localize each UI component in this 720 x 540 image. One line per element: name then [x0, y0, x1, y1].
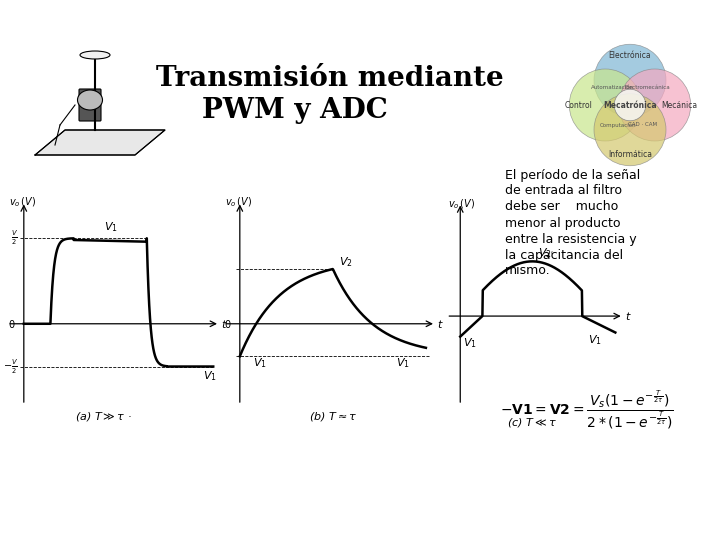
Text: $-\mathbf{V1} = \mathbf{V2} = \dfrac{V_s(1-e^{-\frac{T}{2\tau}})}{2*(1-e^{-\frac: $-\mathbf{V1} = \mathbf{V2} = \dfrac{V_s… — [500, 389, 674, 431]
Text: $V_1$: $V_1$ — [588, 333, 601, 347]
Text: Automatización: Automatización — [591, 85, 634, 90]
Text: $V_{2'}$: $V_{2'}$ — [538, 246, 554, 260]
Ellipse shape — [614, 89, 646, 121]
FancyBboxPatch shape — [79, 89, 101, 121]
Text: $V_2$: $V_2$ — [339, 255, 353, 268]
Text: $-\frac{V}{2}$: $-\frac{V}{2}$ — [4, 357, 19, 376]
Text: $0$: $0$ — [9, 318, 16, 330]
Text: mismo.: mismo. — [505, 265, 551, 278]
Text: debe ser    mucho: debe ser mucho — [505, 200, 618, 213]
Text: $V_1$: $V_1$ — [463, 336, 477, 350]
Ellipse shape — [570, 69, 642, 141]
Text: Control: Control — [564, 100, 592, 110]
Text: $v_o\,(V)$: $v_o\,(V)$ — [225, 195, 253, 209]
Text: $V_1$: $V_1$ — [396, 356, 410, 370]
Text: de entrada al filtro: de entrada al filtro — [505, 185, 622, 198]
Text: $V_1$: $V_1$ — [253, 356, 267, 370]
Text: Electromecánica: Electromecánica — [624, 85, 670, 90]
Text: Electrónica: Electrónica — [608, 51, 652, 60]
Text: CAD · CAM: CAD · CAM — [628, 122, 657, 127]
Text: Informática: Informática — [608, 150, 652, 159]
Ellipse shape — [594, 44, 666, 116]
Text: $\frac{V}{2}$: $\frac{V}{2}$ — [12, 229, 19, 247]
Text: $v_o\,(V)$: $v_o\,(V)$ — [9, 195, 37, 209]
Ellipse shape — [618, 69, 690, 141]
Text: menor al producto: menor al producto — [505, 217, 621, 230]
Polygon shape — [35, 130, 165, 155]
Text: PWM y ADC: PWM y ADC — [202, 97, 388, 124]
Text: $0$: $0$ — [225, 318, 232, 330]
Text: (a) $T \gg \tau$ ·: (a) $T \gg \tau$ · — [75, 410, 132, 423]
Text: Transmisión mediante: Transmisión mediante — [156, 64, 504, 91]
Text: $t$: $t$ — [437, 318, 444, 330]
Text: (c) $T \ll \tau$: (c) $T \ll \tau$ — [508, 416, 557, 429]
Text: $V_1$: $V_1$ — [203, 369, 217, 383]
Text: Mecánica: Mecánica — [662, 100, 698, 110]
Ellipse shape — [78, 90, 102, 110]
Text: $t$: $t$ — [625, 310, 631, 322]
Text: Computación: Computación — [599, 122, 636, 127]
Text: El período de la señal: El período de la señal — [505, 168, 640, 181]
Ellipse shape — [80, 51, 110, 59]
Text: $V_1$: $V_1$ — [104, 220, 117, 233]
Text: $t$: $t$ — [221, 318, 228, 330]
Text: Mecatrónica: Mecatrónica — [603, 100, 657, 110]
Ellipse shape — [594, 94, 666, 166]
Text: entre la resistencia y: entre la resistencia y — [505, 233, 636, 246]
Text: la capacitancia del: la capacitancia del — [505, 248, 623, 261]
Text: $v_o\,(V)$: $v_o\,(V)$ — [448, 197, 475, 211]
Text: (b) $T \approx \tau$: (b) $T \approx \tau$ — [309, 410, 357, 423]
